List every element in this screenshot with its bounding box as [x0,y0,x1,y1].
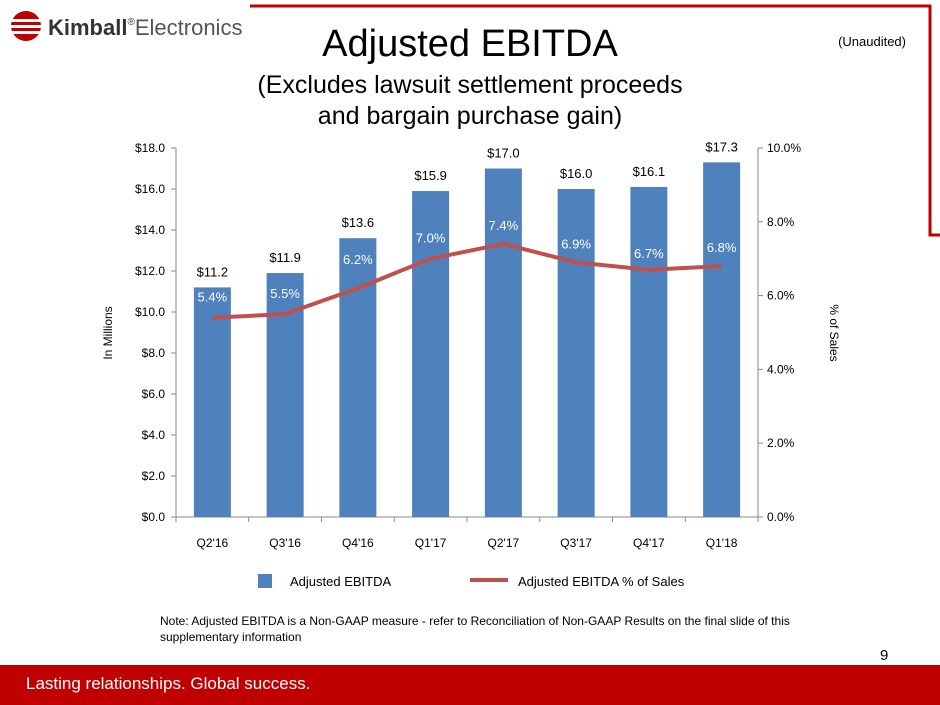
page-title: Adjusted EBITDA [322,23,618,65]
y2-tick-label: 0.0% [767,510,795,524]
logo-globe-icon [11,11,41,41]
y-tick-label: $16.0 [135,182,165,196]
y-tick-label: $4.0 [142,428,166,442]
y-axis-title: In Millions [101,306,115,359]
footnote: Note: Adjusted EBITDA is a Non-GAAP meas… [160,614,790,644]
bar-value-label: $16.1 [633,164,666,179]
y-tick-label: $10.0 [135,305,165,319]
line-value-label: 6.2% [343,252,373,267]
x-category-label: Q2'16 [197,536,229,550]
bar-Q1'17 [412,191,450,518]
page-subtitle: (Excludes lawsuit settlement proceeds an… [200,70,740,132]
subtitle-line-2: and bargain purchase gain) [317,102,623,130]
unaudited-label: (Unaudited) [838,34,906,49]
bar-value-label: $16.0 [560,166,593,181]
bar-Q4'17 [630,186,668,517]
bar-Q3'17 [557,189,595,517]
legend-item-bars: Adjusted EBITDA [258,574,391,589]
line-value-label: 5.4% [198,290,228,305]
percent-of-sales-line [212,241,722,320]
bar-value-label: $13.6 [342,215,375,230]
y2-tick-label: 2.0% [767,436,795,450]
y-tick-label: $12.0 [135,264,165,278]
y-tick-label: $6.0 [142,387,166,401]
x-category-label: Q4'16 [342,536,374,550]
company-logo: Kimball®Electronics [11,11,242,41]
y2-tick-label: 6.0% [767,289,795,303]
logo-mark: ® [127,17,135,28]
y2-axis-title: % of Sales [827,304,841,361]
x-category-label: Q3'16 [269,536,301,550]
x-category-label: Q4'17 [633,536,665,550]
svg-text:Kimball®Electronics: Kimball®Electronics [48,15,242,40]
line-value-label: 7.4% [489,218,519,233]
legend-item-line: Adjusted EBITDA % of Sales [470,574,684,589]
line-value-label: 7.0% [416,231,446,246]
x-category-label: Q2'17 [488,536,520,550]
y2-tick-label: 10.0% [767,141,801,155]
bar-Q2'16 [193,287,231,517]
bar-value-label: $11.2 [197,264,229,279]
ebitda-chart: $0.0 $2.0 $4.0 $6.0 $8.0 $10.0 $12.0 $14.0 $16.0… [101,139,841,550]
decorative-frame [250,4,940,237]
x-category-label: Q1'18 [706,536,738,550]
subtitle-line-1: (Excludes lawsuit settlement proceeds [257,71,683,99]
y-tick-label: $2.0 [142,469,166,483]
bar-Q4'16 [339,238,377,517]
legend-swatch-bar [258,574,272,588]
bar-value-label: $15.9 [414,168,447,183]
legend-label-line: Adjusted EBITDA % of Sales [518,574,685,589]
footer-tagline: Lasting relationships. Global success. [26,674,311,693]
line-value-label: 6.8% [707,240,737,255]
logo-text-bold: Kimball [48,15,127,40]
line-value-label: 5.5% [270,286,300,301]
y-tick-label: $14.0 [135,223,165,237]
bar-value-label: $17.3 [705,139,738,154]
y-tick-label: $18.0 [135,141,165,155]
page-number: 9 [880,647,889,664]
legend-swatch-line [470,578,508,582]
legend-label-bars: Adjusted EBITDA [290,574,392,589]
y-tick-label: $8.0 [142,346,166,360]
y2-tick-label: 8.0% [767,215,795,229]
line-value-label: 6.9% [561,236,591,251]
line-value-label: 6.7% [634,246,664,261]
footer-bar: Lasting relationships. Global success. [0,665,940,705]
bar-Q1'18 [703,162,741,517]
bar-value-label: $11.9 [269,250,301,265]
y-tick-label: $0.0 [142,510,166,524]
x-category-label: Q3'17 [560,536,592,550]
y2-tick-label: 4.0% [767,362,795,376]
bar-value-label: $17.0 [487,146,520,161]
bar-Q2'17 [484,168,522,517]
x-category-label: Q1'17 [415,536,447,550]
logo-text-light: Electronics [135,15,243,40]
